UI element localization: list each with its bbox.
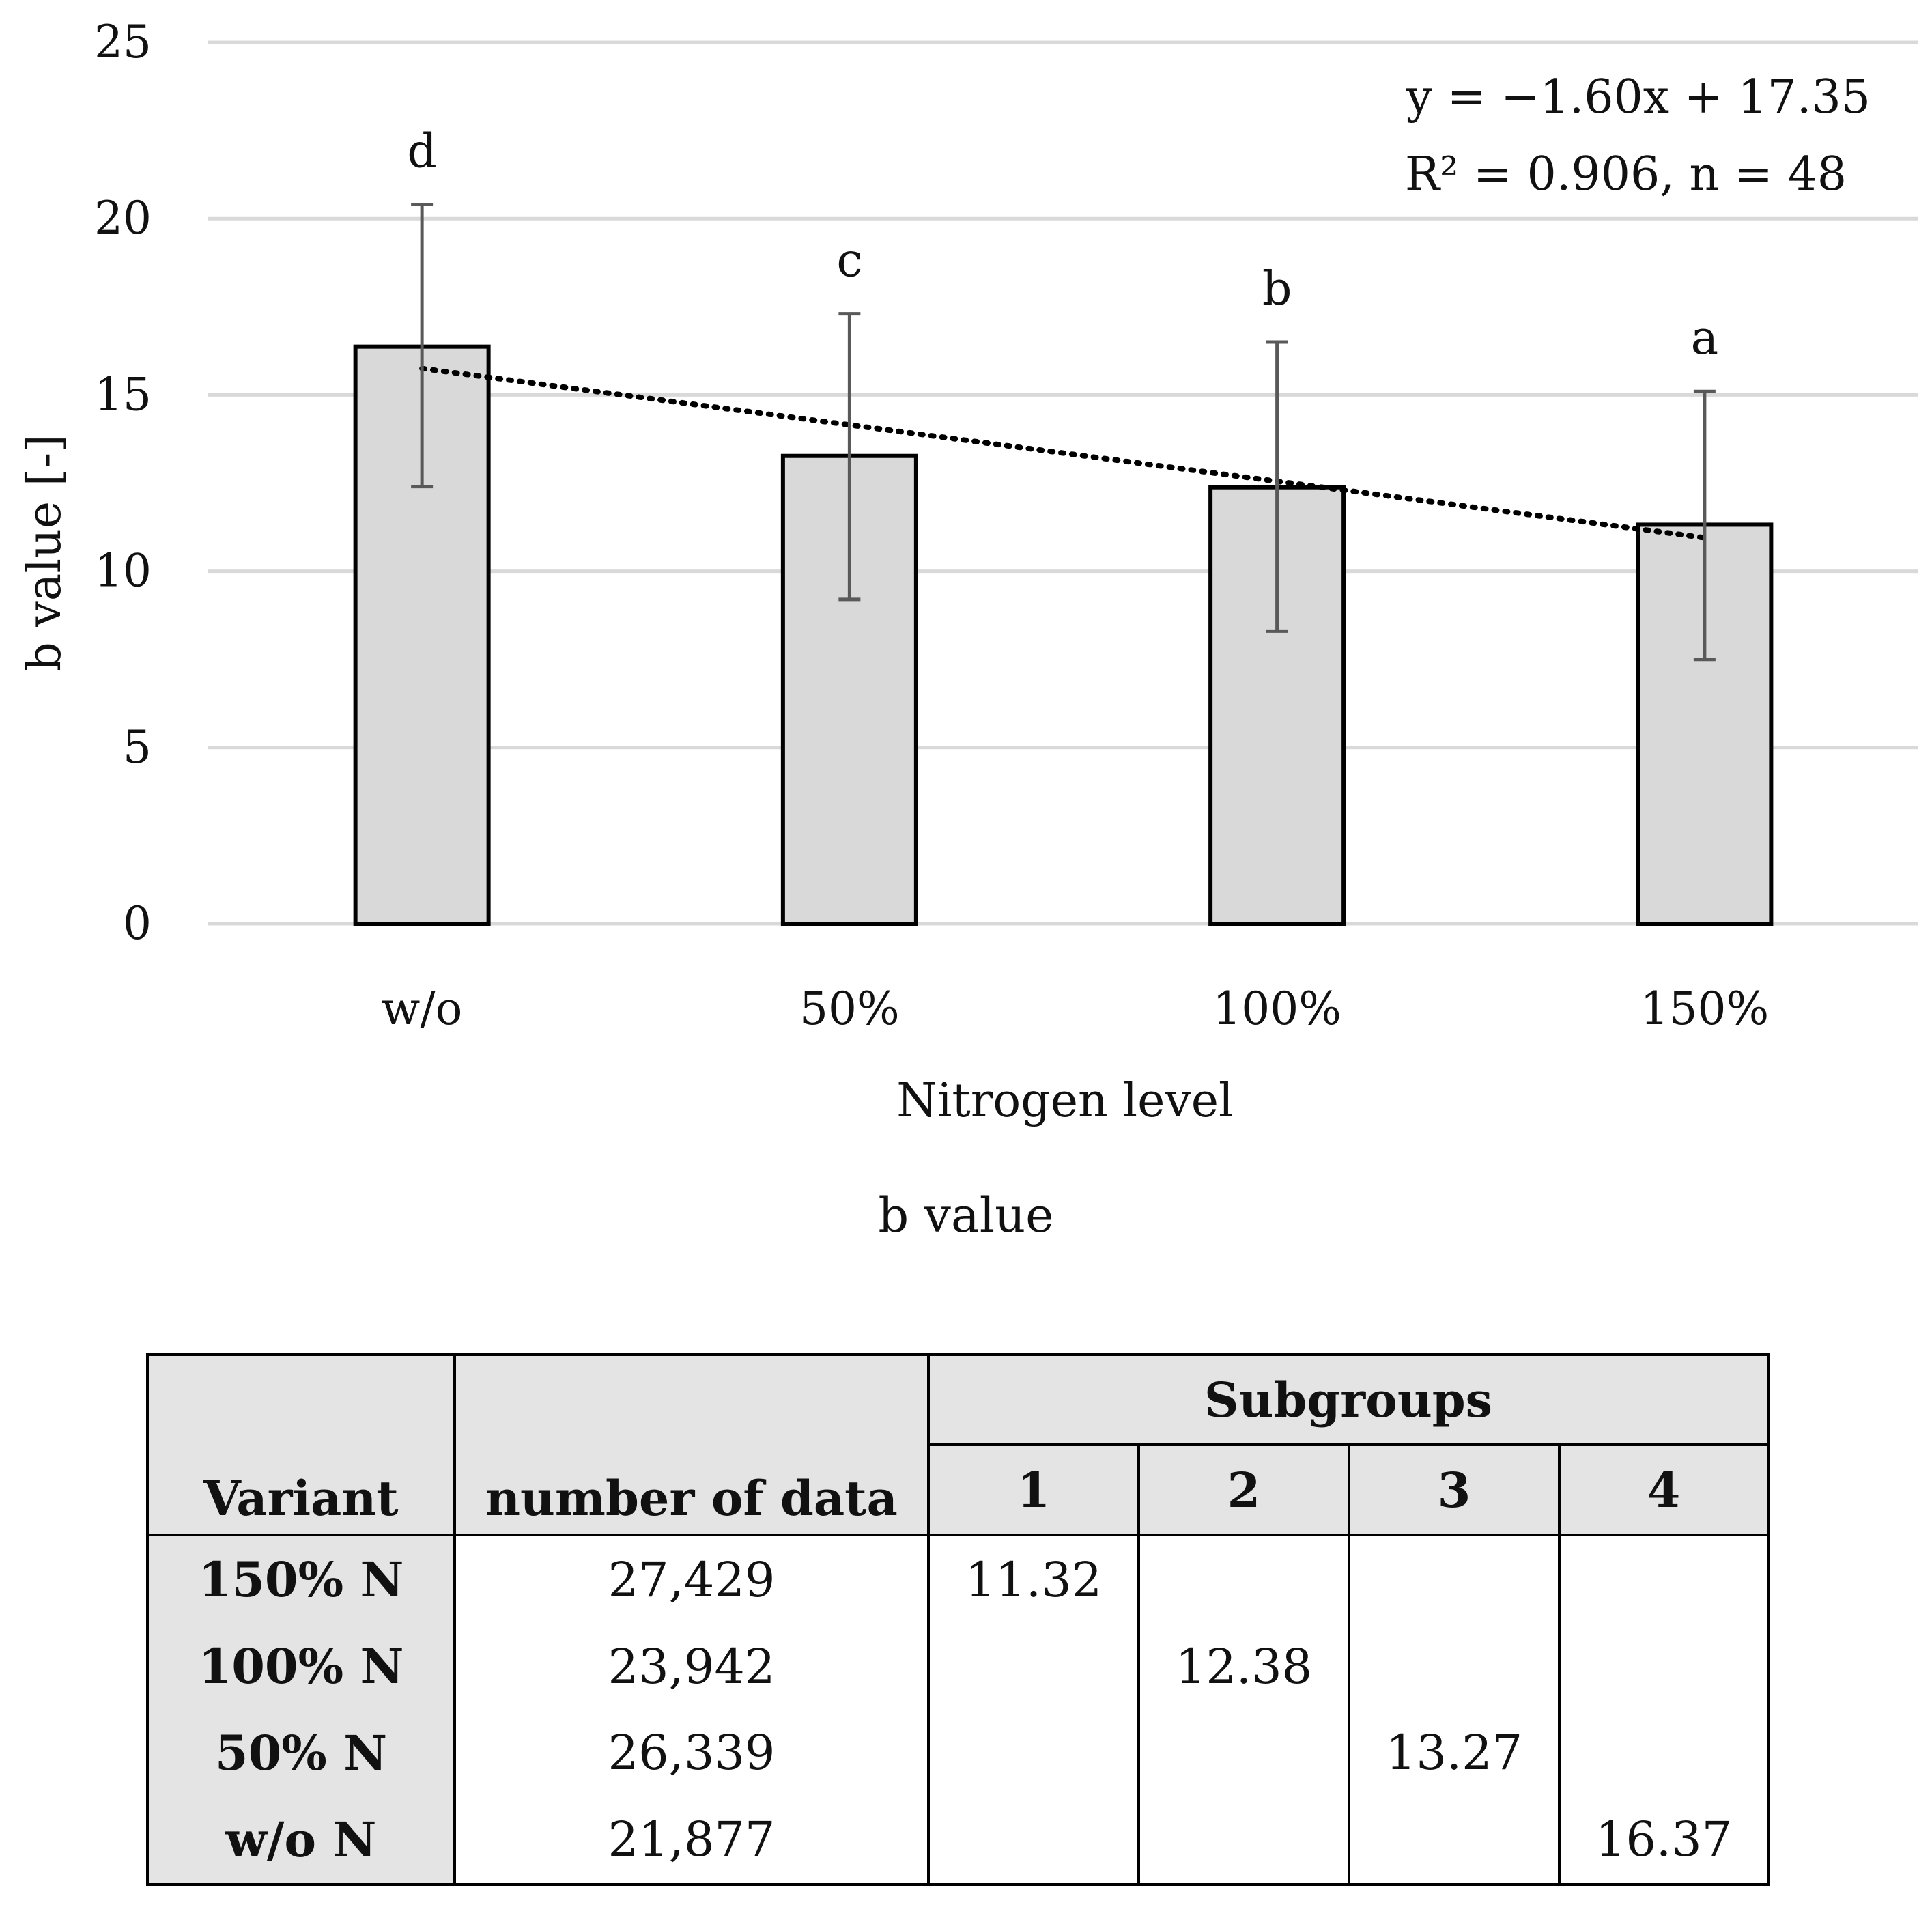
empty-cell [927,1796,1140,1886]
row-variant: 100% N [146,1623,456,1710]
header-subgroup-4: 4 [1557,1443,1770,1536]
table-row: 100% N 23,942 12.38 [146,1623,1770,1710]
row-variant: 50% N [146,1709,456,1796]
significance-letter: d [407,125,437,179]
header-subgroups: Subgroups [926,1353,1770,1446]
trendline-layer [419,365,1707,541]
y-tick-labels: 0 5 10 15 20 25 [94,16,152,950]
bars [353,344,1774,926]
subgroup-table: Variant number of data Subgroups 1 2 3 4… [146,1353,1770,1886]
b-value-chart: 0 5 10 15 20 25 d c b a w/o 50% 100% 150% b value [… [18,16,1918,1128]
table-row: w/o N 21,877 16.37 [146,1796,1770,1886]
y-tick-label: 10 [94,545,152,597]
chart-caption: b value [878,1187,1054,1243]
empty-cell [927,1709,1140,1796]
header-subgroup-1: 1 [927,1443,1140,1536]
empty-cell [1348,1623,1561,1710]
header-number-of-data: number of data [453,1353,930,1536]
x-tick-label: 150% [1640,983,1770,1035]
row-count: 23,942 [453,1623,930,1710]
trendline [419,365,1707,541]
row-mean-subgroup-3: 13.27 [1348,1709,1561,1796]
x-axis-title: Nitrogen level [896,1074,1234,1128]
x-tick-label: w/o [382,983,462,1035]
empty-cell [1557,1534,1770,1624]
table-row: 150% N 27,429 11.32 [146,1534,1770,1624]
significance-letters: d c b a [407,125,1718,366]
row-count: 26,339 [453,1709,930,1796]
row-mean-subgroup-1: 11.32 [927,1534,1140,1624]
error-bars [411,203,1716,662]
empty-cell [1137,1796,1350,1886]
row-variant: 150% N [146,1534,456,1624]
x-tick-labels: w/o 50% 100% 150% [382,983,1769,1035]
empty-cell [1137,1709,1350,1796]
y-tick-label: 20 [94,192,152,244]
y-tick-label: 0 [123,897,152,950]
row-count: 21,877 [453,1796,930,1886]
y-tick-label: 15 [94,368,152,421]
x-tick-label: 50% [799,983,900,1035]
y-tick-label: 25 [94,16,152,68]
x-tick-label: 100% [1212,983,1341,1035]
empty-cell [1557,1709,1770,1796]
trend-equation: y = −1.60x + 17.35 [1406,70,1871,124]
trend-r-squared: R² = 0.906, n = 48 [1405,147,1847,201]
row-mean-subgroup-2: 12.38 [1137,1623,1350,1710]
empty-cell [1557,1623,1770,1710]
header-variant: Variant [146,1353,456,1536]
empty-cell [1137,1534,1350,1624]
empty-cell [1348,1534,1561,1624]
gridlines [208,40,1918,926]
row-mean-subgroup-4: 16.37 [1557,1796,1770,1886]
row-count: 27,429 [453,1534,930,1624]
significance-letter: b [1262,262,1292,316]
row-variant: w/o N [146,1796,456,1886]
table-row: 50% N 26,339 13.27 [146,1709,1770,1796]
empty-cell [927,1623,1140,1710]
significance-letter: c [836,234,862,288]
header-subgroup-3: 3 [1348,1443,1561,1536]
significance-letter: a [1691,311,1719,365]
y-axis-title: b value [-] [18,434,72,672]
header-subgroup-2: 2 [1137,1443,1350,1536]
y-tick-label: 5 [123,721,152,774]
empty-cell [1348,1796,1561,1886]
